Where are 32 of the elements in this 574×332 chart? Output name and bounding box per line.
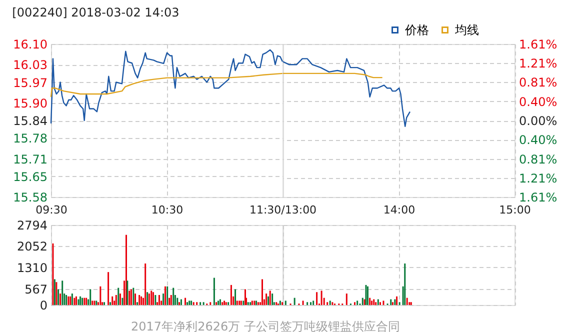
text: 0.81%	[519, 152, 558, 166]
y-tick-label: 2052	[16, 240, 48, 254]
y-tick-label: 0	[40, 298, 48, 312]
x-tick-label: 14:00	[383, 204, 416, 216]
y-tick-label: 16.10	[13, 38, 48, 52]
y-tick-label: 15.97	[13, 76, 48, 90]
legend-label: 均线	[454, 23, 479, 37]
legend-label: 价格	[404, 23, 429, 37]
text: 1.61%	[519, 38, 558, 52]
text: 1.61%	[519, 190, 558, 204]
chart-title: [002240] 2018-03-02 14:03	[12, 6, 180, 20]
y-tick-label: 15.71	[13, 152, 48, 166]
y-tick-label: 16.03	[13, 58, 48, 72]
y-tick-label: 15.65	[13, 170, 48, 184]
text: 0.81%	[519, 76, 558, 90]
y-tick-label: 567	[24, 282, 48, 296]
x-tick-label: 11:30/13:00	[249, 204, 317, 216]
y-tick-label: 1310	[16, 260, 48, 275]
text: 0.00%	[519, 114, 558, 128]
y-tick-label: 15.78	[13, 132, 48, 146]
text: 1.21%	[519, 56, 558, 71]
y-tick-label: 2794	[16, 218, 48, 232]
y-tick-label: 15.84	[13, 114, 48, 128]
text: 2017年净利2626万 子公司签万吨级锂盐供应合同	[131, 320, 400, 332]
text: 0.40%	[519, 133, 558, 148]
x-tick-label: 15:00	[499, 204, 531, 216]
y-tick-label: 15.58	[13, 190, 48, 204]
y-tick-label: 15.90	[13, 96, 48, 110]
x-tick-label: 10:30	[151, 204, 184, 216]
x-tick-label: 09:30	[36, 204, 68, 216]
text: 1.21%	[519, 171, 558, 186]
text: 0.40%	[519, 94, 558, 109]
